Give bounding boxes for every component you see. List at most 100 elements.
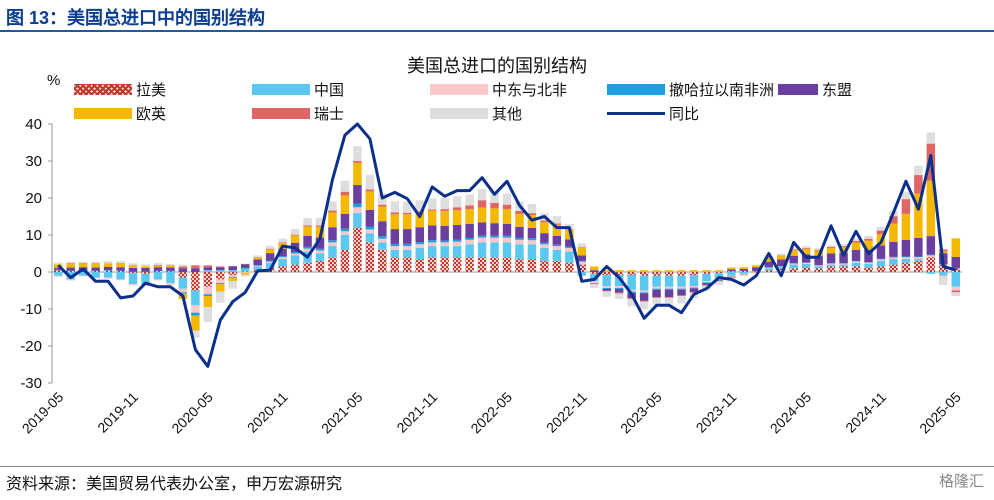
- bar-segment: [652, 288, 661, 290]
- bar-segment: [627, 298, 636, 300]
- bar-segment: [702, 284, 711, 286]
- bar-segment: [814, 249, 823, 251]
- bar-segment: [664, 289, 674, 298]
- bar-segment: [390, 249, 400, 258]
- bar-segment: [128, 273, 138, 285]
- bar-segment: [465, 257, 474, 272]
- bar-segment: [764, 270, 774, 272]
- bar-segment: [340, 235, 350, 250]
- bar-segment: [577, 260, 587, 262]
- bar-segment: [914, 175, 923, 194]
- bar-segment: [116, 267, 125, 271]
- bar-segment: [103, 270, 113, 271]
- bar-segment: [216, 291, 225, 303]
- bar-segment: [340, 249, 350, 272]
- bar-segment: [203, 272, 213, 287]
- bar-segment: [689, 287, 699, 289]
- bar-segment: [78, 272, 88, 276]
- bar-segment: [166, 272, 175, 284]
- bar-segment: [103, 266, 113, 271]
- bar-segment: [91, 263, 100, 268]
- bar-segment: [552, 224, 562, 236]
- bar-segment: [278, 257, 287, 260]
- bar-segment: [527, 213, 537, 216]
- bar-segment: [752, 272, 761, 273]
- bar-segment: [365, 209, 375, 227]
- bar-segment: [752, 270, 761, 272]
- bar-segment: [801, 247, 811, 249]
- bar-segment: [78, 263, 88, 264]
- bar-segment: [577, 247, 587, 248]
- bar-segment: [714, 281, 724, 285]
- bar-segment: [714, 279, 724, 281]
- bar-segment: [502, 242, 512, 258]
- legend-item-mena: 中东与北非: [430, 79, 567, 99]
- bar-segment: [191, 265, 200, 269]
- bar-segment: [614, 289, 624, 293]
- bar-segment: [864, 235, 873, 239]
- bar-segment: [153, 279, 163, 281]
- bar-segment: [677, 275, 686, 287]
- bar-segment: [240, 268, 250, 272]
- bar-segment: [552, 246, 562, 250]
- bar-segment: [826, 246, 836, 248]
- bar-segment: [141, 272, 150, 274]
- bar-segment: [540, 244, 549, 248]
- legend-label-eu-uk: 欧英: [136, 106, 167, 123]
- bar-segment: [141, 273, 150, 285]
- bar-segment: [901, 257, 911, 260]
- bar-segment: [328, 201, 337, 211]
- bar-segment: [926, 257, 936, 272]
- bar-segment: [851, 266, 861, 272]
- bar-segment: [515, 213, 524, 227]
- bar-segment: [851, 240, 861, 243]
- bar-segment: [403, 212, 412, 215]
- bar-segment: [851, 238, 861, 241]
- legend-item-ssa: 撤哈拉以南非洲: [607, 79, 774, 99]
- bar-segment: [153, 270, 163, 272]
- bar-segment: [552, 249, 562, 261]
- bar-segment: [166, 270, 175, 272]
- bar-segment: [939, 251, 948, 254]
- bar-segment: [702, 272, 711, 274]
- bar-segment: [527, 227, 537, 239]
- bar-segment: [290, 253, 300, 256]
- bar-segment: [253, 264, 262, 266]
- bar-segment: [378, 204, 387, 207]
- bar-segment: [639, 300, 649, 302]
- bar-segment: [490, 237, 499, 243]
- bar-segment: [864, 263, 873, 268]
- bar-segment: [739, 267, 749, 270]
- bar-segment: [777, 266, 786, 267]
- legend-item-latam: 拉美: [74, 79, 166, 99]
- bar-segment: [951, 286, 961, 291]
- bar-segment: [565, 251, 574, 263]
- bar-segment: [116, 270, 125, 272]
- bar-segment: [864, 267, 873, 272]
- bar-segment: [303, 235, 312, 247]
- bar-segment: [191, 312, 200, 316]
- bar-segment: [639, 292, 649, 294]
- bar-segment: [652, 275, 661, 287]
- bar-segment: [901, 262, 911, 272]
- bar-segment: [53, 269, 63, 271]
- y-tick-label: 0: [34, 264, 42, 281]
- bar-segment: [652, 289, 661, 298]
- bar-segment: [727, 276, 736, 278]
- bar-segment: [253, 265, 262, 267]
- bar-segment: [328, 242, 337, 247]
- bar-segment: [477, 222, 487, 236]
- bar-segment: [103, 272, 113, 278]
- bar-segment: [602, 289, 611, 291]
- bar-segment: [415, 247, 424, 260]
- bar-segment: [565, 247, 574, 252]
- bar-segment: [378, 221, 387, 237]
- bar-segment: [378, 238, 387, 243]
- bar-segment: [876, 266, 886, 272]
- bottom-rule: [0, 466, 994, 467]
- bar-segment: [290, 235, 300, 243]
- bar-segment: [527, 244, 537, 260]
- bar-segment: [66, 261, 75, 264]
- bar-segment: [901, 239, 911, 257]
